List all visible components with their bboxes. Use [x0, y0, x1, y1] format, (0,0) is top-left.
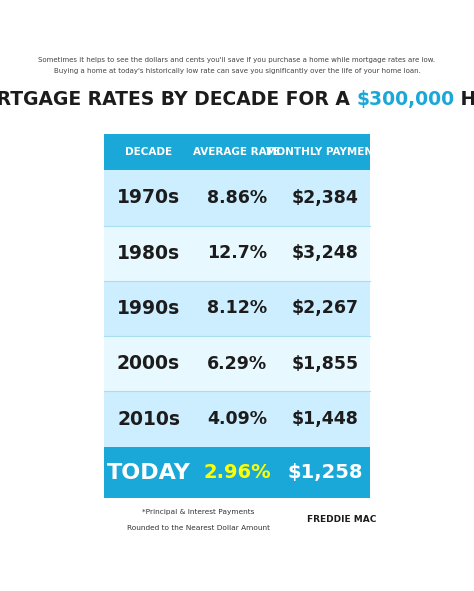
Text: $2,267: $2,267	[292, 300, 359, 317]
Bar	[104, 226, 370, 281]
Text: 1990s: 1990s	[117, 299, 180, 318]
Text: MORTGAGE RATES BY DECADE FOR A: MORTGAGE RATES BY DECADE FOR A	[0, 90, 356, 109]
Text: FREDDIE MAC: FREDDIE MAC	[307, 515, 377, 524]
Text: HOME: HOME	[455, 90, 474, 109]
Text: $2,384: $2,384	[292, 189, 359, 207]
Text: 6.29%: 6.29%	[207, 355, 267, 373]
Text: 4.09%: 4.09%	[207, 410, 267, 428]
Text: $300,000: $300,000	[356, 90, 455, 109]
Text: *Principal & Interest Payments: *Principal & Interest Payments	[142, 509, 255, 515]
Text: Rounded to the Nearest Dollar Amount: Rounded to the Nearest Dollar Amount	[127, 525, 270, 531]
Bar	[104, 447, 370, 498]
Text: MONTHLY PAYMENT*: MONTHLY PAYMENT*	[265, 147, 385, 157]
Text: $3,248: $3,248	[292, 244, 359, 262]
Text: Sometimes it helps to see the dollars and cents you'll save if you purchase a ho: Sometimes it helps to see the dollars an…	[38, 57, 436, 63]
Text: 8.12%: 8.12%	[207, 300, 267, 317]
Text: 1980s: 1980s	[117, 243, 180, 262]
Text: 2.96%: 2.96%	[203, 463, 271, 482]
Text: $1,448: $1,448	[292, 410, 359, 428]
Text: 2000s: 2000s	[117, 354, 180, 374]
Text: 2010s: 2010s	[117, 410, 180, 428]
Text: $1,855: $1,855	[292, 355, 359, 373]
Text: AVERAGE RATE: AVERAGE RATE	[193, 147, 281, 157]
Text: 12.7%: 12.7%	[207, 244, 267, 262]
Text: DECADE: DECADE	[125, 147, 172, 157]
Text: TODAY: TODAY	[107, 463, 191, 483]
Bar	[104, 336, 370, 391]
Text: 8.86%: 8.86%	[207, 189, 267, 207]
Bar	[104, 170, 370, 226]
Bar	[104, 391, 370, 447]
Text: $1,258: $1,258	[288, 463, 363, 482]
Text: Buying a home at today's historically low rate can save you significantly over t: Buying a home at today's historically lo…	[54, 68, 420, 74]
Bar	[104, 134, 370, 170]
Text: 1970s: 1970s	[117, 189, 180, 207]
Bar	[104, 281, 370, 336]
